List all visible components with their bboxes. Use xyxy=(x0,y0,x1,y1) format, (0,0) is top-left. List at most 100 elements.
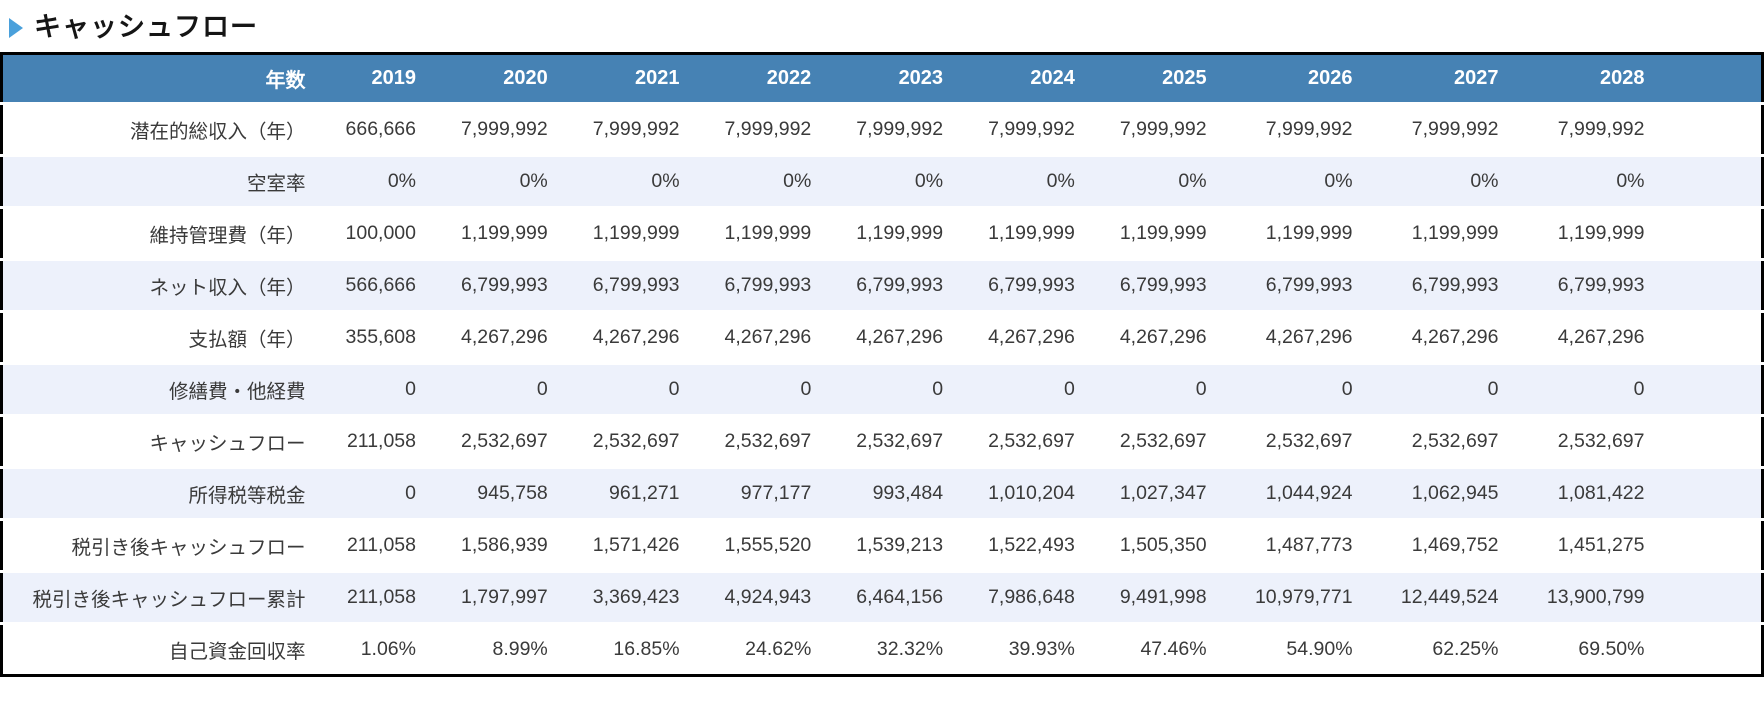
cell-value: 961,271 xyxy=(561,465,694,520)
cell-value: 0% xyxy=(825,153,958,208)
cell-value: 666,666 xyxy=(319,101,430,156)
col-header-year: 2019 xyxy=(319,53,430,104)
cell-value: 6,799,993 xyxy=(1366,257,1513,312)
row-trailing-spacer xyxy=(1658,621,1763,676)
cell-value: 4,267,296 xyxy=(561,309,694,364)
cell-value: 993,484 xyxy=(825,465,958,520)
cell-value: 1,555,520 xyxy=(693,517,826,572)
cell-value: 1,586,939 xyxy=(430,517,562,572)
cell-value: 1,199,999 xyxy=(1220,205,1367,260)
table-row: 支払額（年） 355,608 4,267,296 4,267,296 4,267,296… xyxy=(1,309,1763,364)
cell-value: 2,532,697 xyxy=(1220,413,1367,468)
cell-value: 211,058 xyxy=(319,517,430,572)
cell-value: 1,027,347 xyxy=(1088,465,1221,520)
cell-value: 0 xyxy=(561,361,694,416)
cell-value: 0% xyxy=(693,153,826,208)
table-row: 潜在的総収入（年） 666,666 7,999,992 7,999,992 7,999,… xyxy=(1,101,1763,156)
table-header: 年数 2019 2020 2021 2022 2023 2024 2025 2026 2027 20… xyxy=(1,53,1763,104)
row-label: キャッシュフロー xyxy=(1,413,320,468)
cell-value: 0 xyxy=(957,361,1089,416)
cell-value: 0 xyxy=(1088,361,1221,416)
cell-value: 4,267,296 xyxy=(1512,309,1659,364)
cell-value: 1,522,493 xyxy=(957,517,1089,572)
cell-value: 1,199,999 xyxy=(957,205,1089,260)
cell-value: 39.93% xyxy=(957,621,1089,676)
row-trailing-spacer xyxy=(1658,153,1763,208)
cell-value: 6,799,993 xyxy=(693,257,826,312)
cell-value: 32.32% xyxy=(825,621,958,676)
cell-value: 2,532,697 xyxy=(1088,413,1221,468)
cell-value: 4,267,296 xyxy=(1220,309,1367,364)
row-label: 維持管理費（年） xyxy=(1,205,320,260)
cell-value: 4,924,943 xyxy=(693,569,826,624)
cell-value: 4,267,296 xyxy=(430,309,562,364)
cell-value: 7,999,992 xyxy=(825,101,958,156)
row-trailing-spacer xyxy=(1658,517,1763,572)
cell-value: 0% xyxy=(957,153,1089,208)
cell-value: 0 xyxy=(693,361,826,416)
cell-value: 2,532,697 xyxy=(693,413,826,468)
cell-value: 1.06% xyxy=(319,621,430,676)
cell-value: 4,267,296 xyxy=(1088,309,1221,364)
table-row: 税引き後キャッシュフロー 211,058 1,586,939 1,571,426 1,5… xyxy=(1,517,1763,572)
cell-value: 7,999,992 xyxy=(1512,101,1659,156)
cell-value: 0 xyxy=(319,465,430,520)
cell-value: 4,267,296 xyxy=(693,309,826,364)
table-row: 空室率 0% 0% 0% 0% 0% 0% 0% 0% 0% 0% xyxy=(1,153,1763,208)
cell-value: 1,539,213 xyxy=(825,517,958,572)
cell-value: 2,532,697 xyxy=(561,413,694,468)
row-trailing-spacer xyxy=(1658,361,1763,416)
cell-value: 0% xyxy=(561,153,694,208)
cell-value: 0 xyxy=(1512,361,1659,416)
col-header-year: 2020 xyxy=(430,53,562,104)
cell-value: 0 xyxy=(1366,361,1513,416)
cell-value: 16.85% xyxy=(561,621,694,676)
cell-value: 6,799,993 xyxy=(1088,257,1221,312)
cell-value: 7,999,992 xyxy=(693,101,826,156)
section-marker-icon xyxy=(9,17,23,38)
row-trailing-spacer xyxy=(1658,101,1763,156)
cell-value: 7,999,992 xyxy=(561,101,694,156)
cell-value: 0 xyxy=(825,361,958,416)
cell-value: 7,999,992 xyxy=(1220,101,1367,156)
cell-value: 10,979,771 xyxy=(1220,569,1367,624)
row-label: 空室率 xyxy=(1,153,320,208)
row-trailing-spacer xyxy=(1658,465,1763,520)
col-header-year: 2028 xyxy=(1512,53,1659,104)
col-header-year: 2021 xyxy=(561,53,694,104)
col-header-year: 2024 xyxy=(957,53,1089,104)
col-header-year: 2026 xyxy=(1220,53,1367,104)
row-trailing-spacer xyxy=(1658,309,1763,364)
cell-value: 0% xyxy=(319,153,430,208)
row-label: 税引き後キャッシュフロー累計 xyxy=(1,569,320,624)
cell-value: 1,199,999 xyxy=(1512,205,1659,260)
cell-value: 4,267,296 xyxy=(1366,309,1513,364)
cell-value: 1,081,422 xyxy=(1512,465,1659,520)
cell-value: 0% xyxy=(1088,153,1221,208)
cell-value: 6,799,993 xyxy=(1512,257,1659,312)
cell-value: 1,199,999 xyxy=(825,205,958,260)
cell-value: 62.25% xyxy=(1366,621,1513,676)
cashflow-table: 年数 2019 2020 2021 2022 2023 2024 2025 2026 2027 20… xyxy=(0,51,1764,677)
header-trailing-spacer xyxy=(1658,53,1763,104)
cell-value: 6,799,993 xyxy=(825,257,958,312)
cell-value: 100,000 xyxy=(319,205,430,260)
row-label: ネット収入（年） xyxy=(1,257,320,312)
row-label: 所得税等税金 xyxy=(1,465,320,520)
cell-value: 47.46% xyxy=(1088,621,1221,676)
cell-value: 4,267,296 xyxy=(825,309,958,364)
cell-value: 0 xyxy=(319,361,430,416)
col-header-year: 2027 xyxy=(1366,53,1513,104)
col-header-years-label: 年数 xyxy=(1,53,320,104)
cell-value: 6,799,993 xyxy=(430,257,562,312)
table-header-row: 年数 2019 2020 2021 2022 2023 2024 2025 2026 2027 20… xyxy=(1,53,1763,104)
cell-value: 0% xyxy=(1512,153,1659,208)
cell-value: 7,999,992 xyxy=(957,101,1089,156)
cell-value: 2,532,697 xyxy=(957,413,1089,468)
cell-value: 0% xyxy=(1366,153,1513,208)
cell-value: 566,666 xyxy=(319,257,430,312)
cell-value: 1,199,999 xyxy=(430,205,562,260)
cell-value: 0 xyxy=(1220,361,1367,416)
col-header-year: 2022 xyxy=(693,53,826,104)
